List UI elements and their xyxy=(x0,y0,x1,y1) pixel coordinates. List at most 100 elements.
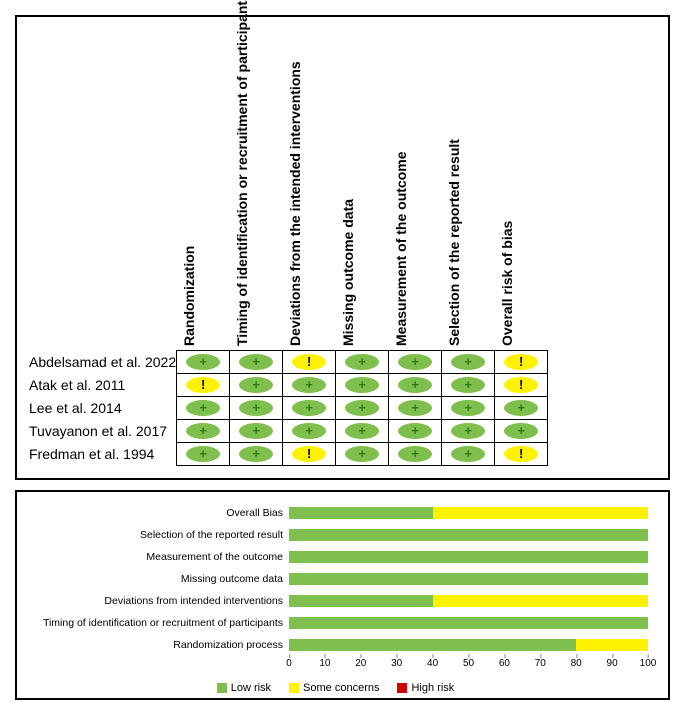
bar-row: Randomization process xyxy=(23,634,648,656)
rating-pill-low: + xyxy=(345,377,379,393)
rating-pill-low: + xyxy=(398,423,432,439)
bar-segment-low xyxy=(289,529,648,541)
domain-header: Overall risk of bias xyxy=(495,30,548,351)
stacked-bars-area: Overall Bias Selection of the reported re… xyxy=(23,502,648,656)
study-row: Tuvayanon et al. 2017 + + + + + + + xyxy=(29,420,548,443)
rating-pill-low: + xyxy=(345,423,379,439)
rating-cell: + xyxy=(495,420,548,443)
bar-label: Timing of identification or recruitment … xyxy=(23,617,289,629)
rating-pill-low: + xyxy=(239,377,273,393)
domain-header: Selection of the reported result xyxy=(442,30,495,351)
study-label: Lee et al. 2014 xyxy=(29,397,177,420)
bar-track xyxy=(289,595,648,607)
rating-cell: + xyxy=(336,420,389,443)
legend-item: Low risk xyxy=(217,682,271,694)
rating-pill-low: + xyxy=(292,377,326,393)
rating-cell: + xyxy=(442,397,495,420)
study-row: Abdelsamad et al. 2022 + +! + + +! xyxy=(29,351,548,374)
rating-cell: + xyxy=(442,420,495,443)
x-tick: 0 xyxy=(286,658,292,669)
bar-segment-low xyxy=(289,595,433,607)
x-tick: 50 xyxy=(463,658,474,669)
bar-row: Timing of identification or recruitment … xyxy=(23,612,648,634)
bar-track xyxy=(289,529,648,541)
x-tick: 80 xyxy=(571,658,582,669)
rating-pill-low: + xyxy=(186,354,220,370)
legend-swatch xyxy=(217,683,227,693)
rating-pill-low: + xyxy=(186,446,220,462)
risk-of-bias-table: RandomizationTiming of identification or… xyxy=(29,30,548,466)
rating-cell: + xyxy=(230,443,283,466)
study-row: Lee et al. 2014 + + + + + + + xyxy=(29,397,548,420)
rating-cell: + xyxy=(283,420,336,443)
domain-header: Missing outcome data xyxy=(336,30,389,351)
rating-cell: + xyxy=(230,397,283,420)
rating-pill-low: + xyxy=(345,400,379,416)
domain-header: Deviations from the intended interventio… xyxy=(283,30,336,351)
rating-cell: + xyxy=(389,443,442,466)
x-tick: 30 xyxy=(391,658,402,669)
rating-pill-some: ! xyxy=(292,446,326,462)
rating-cell: + xyxy=(495,397,548,420)
x-tick: 100 xyxy=(640,658,657,669)
rating-cell: + xyxy=(177,351,230,374)
bar-row: Selection of the reported result xyxy=(23,524,648,546)
x-tick: 60 xyxy=(499,658,510,669)
bar-segment-some xyxy=(433,507,648,519)
bar-label: Selection of the reported result xyxy=(23,529,289,541)
rating-cell: + xyxy=(442,351,495,374)
bar-track xyxy=(289,573,648,585)
rating-pill-low: + xyxy=(504,400,538,416)
rating-pill-some: ! xyxy=(186,377,220,393)
study-label: Abdelsamad et al. 2022 xyxy=(29,351,177,374)
bar-track xyxy=(289,551,648,563)
bar-label: Missing outcome data xyxy=(23,573,289,585)
rating-cell: ! xyxy=(283,443,336,466)
legend-label: Some concerns xyxy=(303,682,379,694)
domain-header: Timing of identification or recruitment … xyxy=(230,30,283,351)
bar-segment-low xyxy=(289,507,433,519)
x-tick: 70 xyxy=(535,658,546,669)
rating-cell: + xyxy=(177,397,230,420)
rating-pill-some: ! xyxy=(504,446,538,462)
rating-pill-low: + xyxy=(239,354,273,370)
rating-cell: + xyxy=(389,374,442,397)
rating-pill-low: + xyxy=(239,446,273,462)
rating-cell: + xyxy=(230,420,283,443)
rating-pill-low: + xyxy=(398,400,432,416)
rating-cell: ! xyxy=(495,443,548,466)
rating-pill-low: + xyxy=(186,400,220,416)
rating-cell: + xyxy=(442,374,495,397)
bar-track xyxy=(289,507,648,519)
rating-pill-low: + xyxy=(398,377,432,393)
rating-pill-some: ! xyxy=(292,354,326,370)
study-label: Tuvayanon et al. 2017 xyxy=(29,420,177,443)
rating-pill-low: + xyxy=(398,354,432,370)
rating-cell: + xyxy=(336,351,389,374)
rating-pill-low: + xyxy=(292,400,326,416)
rating-cell: + xyxy=(336,374,389,397)
rating-pill-low: + xyxy=(239,400,273,416)
rating-cell: ! xyxy=(177,374,230,397)
rating-cell: ! xyxy=(495,351,548,374)
rating-pill-low: + xyxy=(239,423,273,439)
x-axis: 0102030405060708090100 xyxy=(23,658,648,678)
bar-label: Deviations from intended interventions xyxy=(23,595,289,607)
rating-pill-low: + xyxy=(398,446,432,462)
rating-pill-low: + xyxy=(345,354,379,370)
study-label: Atak et al. 2011 xyxy=(29,374,177,397)
risk-of-bias-grid-panel: RandomizationTiming of identification or… xyxy=(15,15,670,480)
bar-label: Randomization process xyxy=(23,639,289,651)
rating-pill-low: + xyxy=(186,423,220,439)
rating-cell: + xyxy=(442,443,495,466)
rating-pill-some: ! xyxy=(504,354,538,370)
bar-row: Overall Bias xyxy=(23,502,648,524)
study-row: Fredman et al. 1994++!+++! xyxy=(29,443,548,466)
bar-label: Measurement of the outcome xyxy=(23,551,289,563)
legend-item: High risk xyxy=(397,682,454,694)
bar-label: Overall Bias xyxy=(23,507,289,519)
rating-pill-low: + xyxy=(504,423,538,439)
legend: Low risk Some concerns High risk xyxy=(23,682,648,694)
bar-row: Deviations from intended interventions xyxy=(23,590,648,612)
rating-pill-low: + xyxy=(451,400,485,416)
